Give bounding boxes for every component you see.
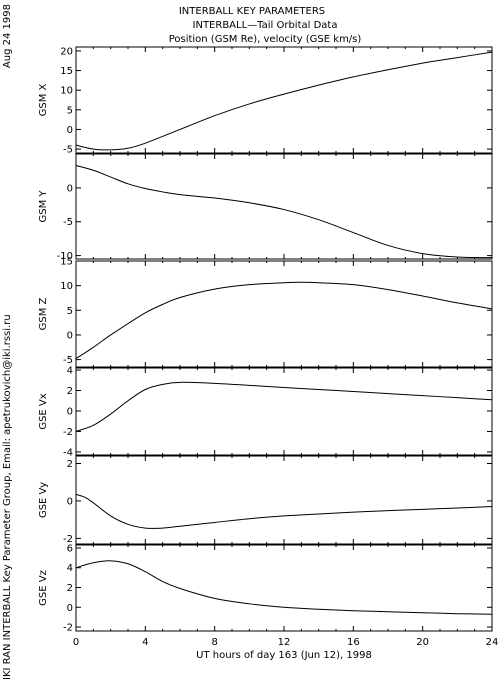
plot-frame	[75, 260, 493, 368]
plot-frame	[75, 153, 493, 260]
x-axis-label: UT hours of day 163 (Jun 12), 1998	[196, 650, 372, 661]
y-tick-label: 2	[67, 459, 73, 470]
y-axis-label: GSM Z	[38, 297, 49, 330]
y-tick-label: -5	[63, 217, 73, 228]
y-tick-label: -2	[63, 623, 73, 634]
y-axis-label: GSE Vy	[38, 482, 49, 518]
x-tick-label: 8	[211, 637, 217, 648]
x-tick-label: 0	[73, 637, 79, 648]
series-line	[75, 560, 493, 615]
title-line-1: INTERBALL KEY PARAMETERS	[179, 6, 325, 17]
y-tick-label: -2	[63, 427, 73, 438]
plot-frame	[75, 46, 493, 154]
y-tick-label: 0	[67, 183, 73, 194]
y-axis-label: GSE Vx	[38, 393, 49, 429]
y-tick-label: -10	[57, 251, 73, 262]
y-tick-label: 0	[67, 603, 73, 614]
y-tick-label: 0	[67, 496, 73, 507]
plot-frame	[75, 367, 493, 456]
y-tick-label: 0	[67, 406, 73, 417]
y-axis-label: GSE Vz	[38, 570, 49, 606]
plot-frame	[75, 544, 493, 632]
x-tick-label: 16	[347, 637, 360, 648]
title-line-2: INTERBALL—Tail Orbital Data	[193, 20, 338, 31]
y-tick-label: -5	[63, 145, 73, 156]
panel-1: -5 0 5 10 15 20 GSM X	[38, 46, 493, 156]
y-tick-label: 0	[67, 125, 73, 136]
y-axis-label: GSM X	[38, 83, 49, 116]
credit-line: IKI RAN INTERBALL Key Parameter Group, E…	[2, 314, 13, 680]
panel-5: -2 0 2 GSE Vy	[38, 455, 493, 545]
y-tick-label: 4	[67, 366, 73, 377]
y-tick-label: 15	[60, 257, 73, 268]
y-tick-label: 5	[67, 306, 73, 317]
y-tick-label: -4	[63, 447, 73, 458]
x-tick-label: 12	[278, 637, 291, 648]
panel-3: -5 0 5 10 15 GSM Z	[38, 257, 493, 368]
series-line	[75, 493, 493, 529]
y-tick-label: 4	[67, 563, 73, 574]
y-tick-label: -2	[63, 534, 73, 545]
x-tick-label: 20	[416, 637, 429, 648]
y-tick-label: -5	[63, 355, 73, 366]
y-tick-label: 0	[67, 330, 73, 341]
y-tick-label: 5	[67, 105, 73, 116]
series-line	[75, 381, 493, 432]
x-tick-label: 4	[142, 637, 148, 648]
series-line	[75, 281, 493, 360]
y-tick-label: 6	[67, 543, 73, 554]
y-tick-label: 15	[60, 66, 73, 77]
x-tick-label: 24	[486, 637, 499, 648]
plot-frame	[75, 455, 493, 545]
y-tick-label: 10	[60, 281, 73, 292]
series-line	[75, 165, 493, 259]
panel-2: -10 -5 0 GSM Y	[38, 153, 493, 262]
panel-4: -4 -2 0 2 4 GSE Vx	[38, 366, 493, 458]
y-tick-label: 20	[60, 46, 73, 57]
y-tick-label: 2	[67, 583, 73, 594]
title-line-3: Position (GSM Re), velocity (GSE km/s)	[169, 34, 362, 45]
y-axis-label: GSM Y	[38, 190, 49, 223]
y-tick-label: 10	[60, 86, 73, 97]
y-tick-label: 2	[67, 386, 73, 397]
series-line	[75, 51, 493, 151]
date-stamp: Aug 24 1998	[2, 4, 13, 68]
